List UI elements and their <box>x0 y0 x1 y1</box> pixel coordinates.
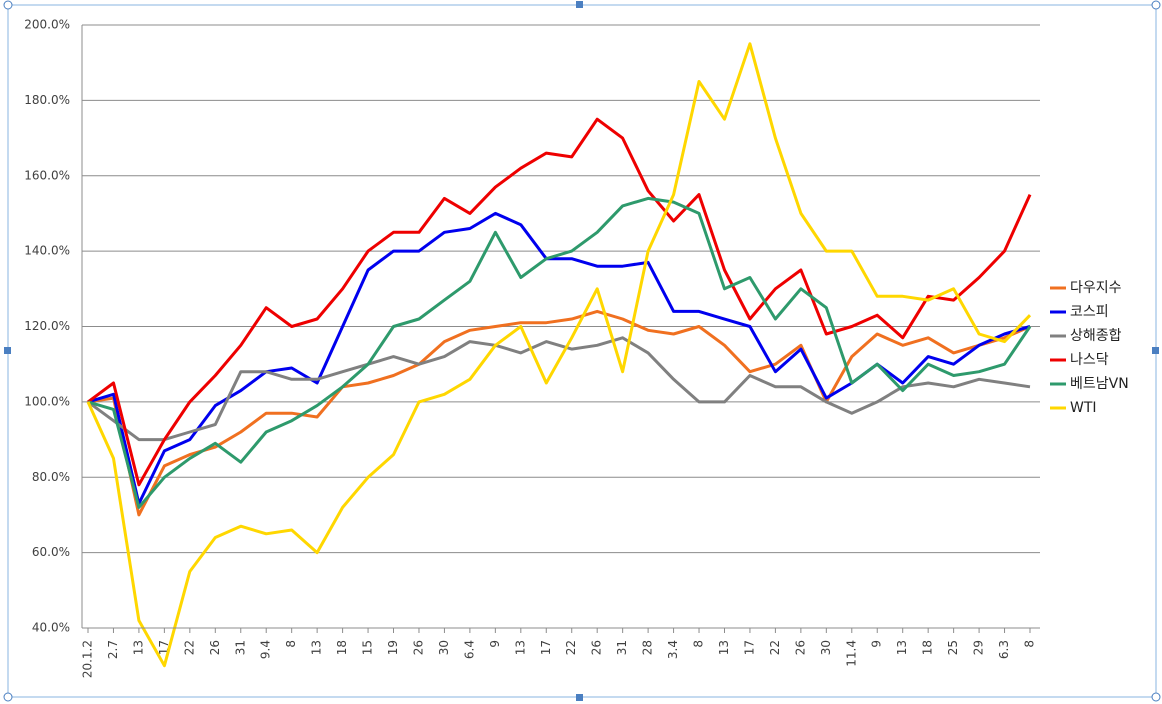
x-tick-label: 26 <box>411 640 425 655</box>
x-tick-label: 26 <box>208 640 222 655</box>
x-tick-label: 13 <box>717 640 731 655</box>
x-tick-label: 22 <box>564 640 578 655</box>
x-tick-label: 9.4 <box>259 640 273 659</box>
x-tick-label: 8 <box>1023 640 1037 648</box>
x-tick-label: 13 <box>310 640 324 655</box>
x-tick-label: 6.3 <box>997 640 1011 659</box>
series-line <box>87 117 1032 487</box>
x-tick-label: 15 <box>361 640 375 655</box>
resize-handle[interactable] <box>576 1 583 8</box>
legend-label: 상해종합 <box>1070 328 1122 344</box>
x-tick-label: 6.4 <box>462 640 476 659</box>
legend-label: 베트남VN <box>1070 376 1129 392</box>
x-tick-label: 19 <box>386 640 400 655</box>
resize-handle[interactable] <box>576 694 583 701</box>
x-tick-label: 3.4 <box>666 640 680 659</box>
x-tick-label: 9 <box>488 640 502 648</box>
x-tick-label: 11.4 <box>844 640 858 667</box>
x-tick-label: 30 <box>819 640 833 655</box>
y-tick-label: 140.0% <box>24 244 70 258</box>
y-tick-label: 80.0% <box>32 470 70 484</box>
y-tick-label: 160.0% <box>24 168 70 182</box>
chart-frame <box>7 4 1157 698</box>
y-tick-label: 200.0% <box>24 18 70 32</box>
resize-handle[interactable] <box>3 0 13 10</box>
x-tick-label: 8 <box>284 640 298 648</box>
x-tick-label: 2.7 <box>106 640 120 659</box>
y-tick-label: 100.0% <box>24 394 70 408</box>
x-tick-label: 29 <box>972 640 986 655</box>
x-tick-label: 13 <box>513 640 527 655</box>
series-line <box>87 196 1032 509</box>
x-tick-label: 25 <box>946 640 960 655</box>
resize-handle[interactable] <box>1151 0 1161 10</box>
x-tick-label: 30 <box>437 640 451 655</box>
x-tick-label: 22 <box>768 640 782 655</box>
x-tick-label: 17 <box>742 640 756 655</box>
x-tick-label: 20.1.2 <box>81 640 95 678</box>
x-tick-label: 13 <box>131 640 145 655</box>
x-tick-label: 26 <box>590 640 604 655</box>
x-tick-label: 31 <box>615 640 629 655</box>
y-tick-label: 60.0% <box>32 545 70 559</box>
x-tick-label: 22 <box>182 640 196 655</box>
x-tick-label: 31 <box>233 640 247 655</box>
legend-label: WTI <box>1070 400 1097 416</box>
legend-label: 다우지수 <box>1070 280 1122 296</box>
legend-label: 나스닥 <box>1070 352 1109 368</box>
resize-handle[interactable] <box>1151 692 1161 702</box>
resize-handle[interactable] <box>4 347 11 354</box>
x-tick-label: 18 <box>335 640 349 655</box>
series-line <box>86 42 1032 668</box>
x-tick-label: 28 <box>641 640 655 655</box>
y-tick-label: 120.0% <box>24 319 70 333</box>
x-tick-label: 8 <box>692 640 706 648</box>
x-tick-label: 26 <box>793 640 807 655</box>
series-line <box>87 309 1031 517</box>
y-tick-label: 180.0% <box>24 93 70 107</box>
resize-handle[interactable] <box>1152 347 1159 354</box>
x-tick-label: 18 <box>921 640 935 655</box>
x-tick-label: 9 <box>870 640 884 648</box>
x-tick-label: 13 <box>895 640 909 655</box>
y-tick-label: 40.0% <box>32 621 70 635</box>
resize-handle[interactable] <box>3 692 13 702</box>
x-tick-label: 17 <box>539 640 553 655</box>
legend-label: 코스피 <box>1070 304 1109 320</box>
series-line <box>87 336 1031 442</box>
